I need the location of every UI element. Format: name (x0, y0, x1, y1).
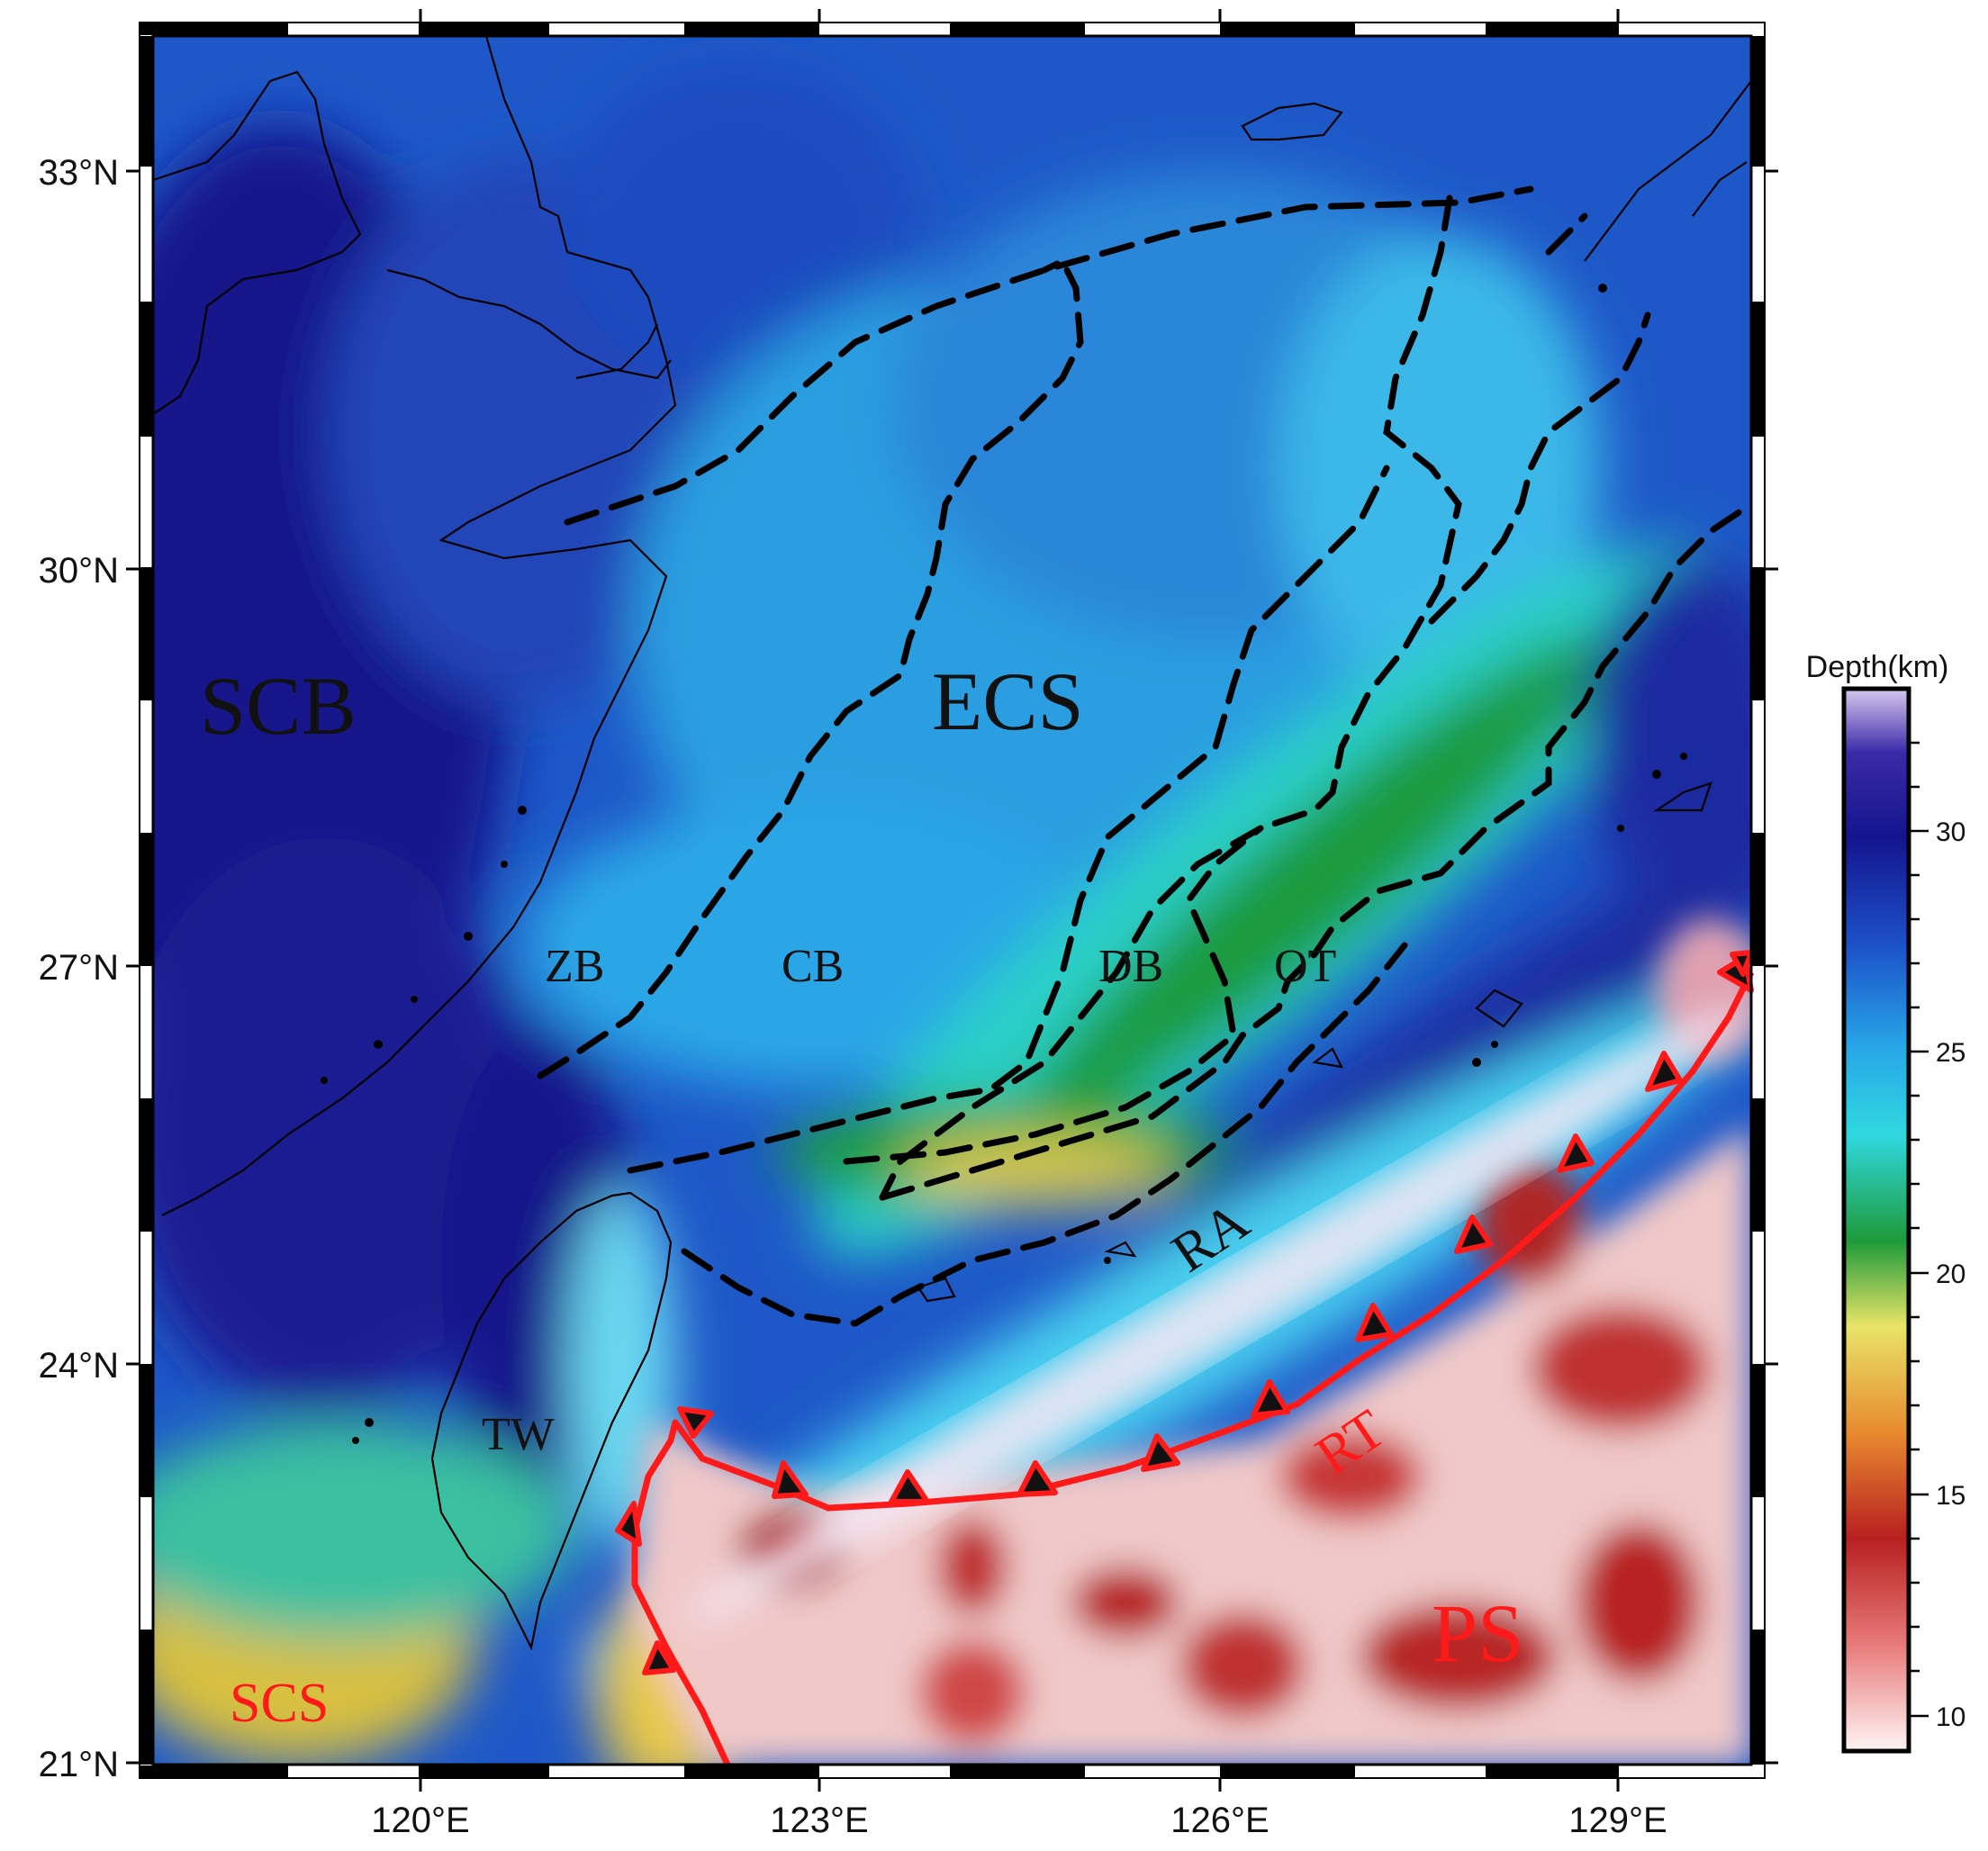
colorbar: Depth(km) 30 25 (1806, 650, 1965, 1754)
lon-tick-123: 123°E (770, 1801, 868, 1840)
label-scb: SCB (200, 660, 357, 752)
okinawa-outer (681, 942, 1408, 1327)
colorbar-tick-30: 30 (1936, 817, 1965, 847)
colorbar-gradient (1841, 686, 1911, 1754)
lon-tick-126: 126°E (1170, 1801, 1269, 1840)
label-ot: OT (1274, 941, 1336, 992)
colorbar-title: Depth(km) (1806, 650, 1949, 684)
label-ps: PS (1432, 1587, 1523, 1679)
lat-tick-21: 21°N (39, 1745, 119, 1784)
map-frame (126, 9, 1778, 1792)
db-boundary (843, 825, 1264, 1165)
lat-tick-33: 33°N (39, 153, 119, 193)
label-cb: CB (782, 941, 844, 992)
colorbar-tick-25: 25 (1936, 1038, 1965, 1068)
lon-tick-129: 129°E (1568, 1801, 1667, 1840)
label-scs: SCS (230, 1673, 329, 1734)
colorbar-tick-10: 10 (1936, 1702, 1965, 1732)
colorbar-tick-15: 15 (1936, 1481, 1965, 1511)
coastline (153, 36, 1751, 1651)
lat-tick-24: 24°N (39, 1346, 119, 1386)
lat-tick-30: 30°N (39, 551, 119, 591)
lon-tick-120: 120°E (371, 1801, 469, 1840)
lat-axis: 33°N 30°N 27°N 24°N 21°N (39, 153, 119, 1784)
taiwan-coast (430, 1191, 673, 1651)
colorbar-tick-20: 20 (1936, 1260, 1965, 1289)
depth-field (153, 36, 1751, 1765)
label-ecs: ECS (932, 655, 1084, 747)
ot-boundary (879, 501, 1751, 1201)
label-zb: ZB (545, 941, 604, 992)
lon-axis: 120°E 123°E 126°E 129°E (371, 1801, 1667, 1840)
label-db: DB (1098, 941, 1163, 992)
label-tw: TW (482, 1409, 555, 1460)
zb-boundary (537, 257, 1084, 1079)
ecs-outer-boundary (564, 185, 1534, 526)
basin-boundaries (537, 185, 1751, 1327)
okinawa-inner (1428, 312, 1651, 625)
cb-boundary (627, 465, 1390, 1174)
ryukyu-trench (615, 950, 1755, 1766)
ecs-boundary-east (879, 194, 1462, 1201)
islands (321, 284, 1687, 1444)
lat-tick-27: 27°N (39, 948, 119, 988)
